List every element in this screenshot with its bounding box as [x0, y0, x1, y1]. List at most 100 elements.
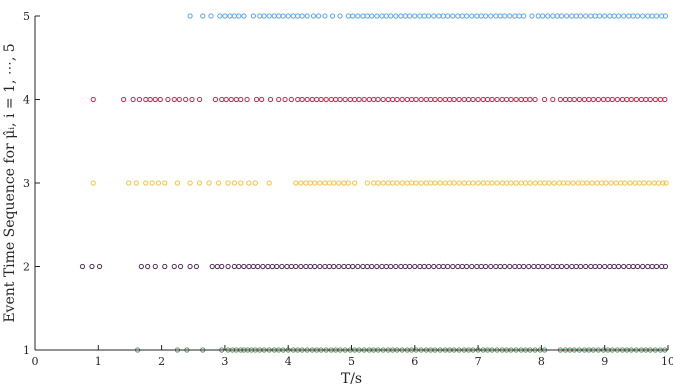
event-point [529, 13, 535, 19]
event-point [293, 263, 299, 270]
x-tick-label: 9 [601, 355, 608, 368]
y-tick-label: 3 [23, 177, 30, 190]
event-point [143, 96, 149, 103]
event-point [488, 13, 494, 19]
event-point [470, 180, 476, 186]
event-point [437, 96, 443, 103]
event-point [611, 13, 617, 19]
event-point [469, 263, 475, 270]
event-point [518, 96, 524, 103]
event-point [369, 13, 375, 19]
event-point [455, 263, 461, 270]
event-point [374, 263, 380, 270]
event-point [526, 263, 532, 270]
event-point [464, 263, 470, 270]
event-point [645, 263, 651, 270]
event-point [423, 180, 429, 186]
event-point [299, 96, 305, 103]
event-point [399, 96, 405, 103]
event-point [440, 13, 446, 19]
event-point [214, 263, 220, 270]
event-point [402, 13, 408, 19]
event-point [567, 96, 573, 103]
event-point [219, 96, 225, 103]
event-point [507, 263, 513, 270]
event-point [233, 96, 239, 103]
event-point [592, 13, 598, 19]
event-point [426, 263, 432, 270]
event-point [208, 13, 214, 19]
event-point [575, 180, 581, 186]
event-point [502, 263, 508, 270]
event-point [614, 96, 620, 103]
event-point [322, 263, 328, 270]
event-point [546, 180, 552, 186]
event-point [174, 180, 181, 186]
event-point [592, 263, 598, 270]
event-point [578, 13, 584, 19]
event-point [96, 263, 103, 270]
event-point [402, 263, 408, 270]
event-point [238, 180, 244, 186]
event-point [535, 13, 541, 19]
event-point [516, 263, 522, 270]
event-point [447, 96, 453, 103]
event-point [605, 96, 611, 103]
event-point [90, 96, 96, 103]
event-point [149, 180, 155, 186]
event-point [380, 180, 386, 186]
event-point [360, 13, 366, 19]
event-point [193, 263, 200, 270]
event-point [619, 96, 626, 103]
event-point [265, 263, 271, 270]
event-point [551, 180, 557, 186]
event-point [590, 96, 596, 103]
event-point [480, 180, 486, 186]
event-point [89, 263, 95, 270]
event-point [445, 263, 451, 270]
event-point [474, 263, 480, 270]
event-point [413, 180, 419, 186]
event-point [171, 96, 177, 103]
event-point [616, 13, 622, 19]
event-point [649, 263, 655, 270]
event-point [209, 263, 215, 270]
x-tick-label: 6 [411, 355, 418, 368]
event-point [562, 96, 569, 103]
event-point [130, 96, 136, 103]
event-point [654, 263, 660, 270]
event-point [136, 96, 143, 103]
event-point [643, 96, 649, 103]
event-point [484, 96, 491, 103]
event-point [356, 96, 362, 103]
event-point [398, 13, 404, 19]
event-point [654, 13, 660, 19]
event-point [375, 96, 381, 103]
event-point [183, 96, 189, 103]
event-point [423, 96, 429, 103]
event-point [307, 180, 313, 186]
event-point [598, 180, 605, 186]
event-point [388, 13, 394, 19]
event-point [390, 180, 396, 186]
event-point [554, 263, 560, 270]
event-point [255, 263, 261, 270]
event-point [489, 96, 495, 103]
event-point [583, 263, 589, 270]
event-point [347, 96, 353, 103]
event-point [508, 180, 514, 186]
event-point [513, 96, 519, 103]
event-point [329, 13, 336, 19]
event-point [261, 13, 267, 19]
event-point [336, 263, 342, 270]
event-point [540, 263, 546, 270]
event-point [225, 263, 231, 270]
event-point [450, 263, 456, 270]
event-point [502, 13, 508, 19]
event-point [556, 180, 562, 186]
event-point [312, 263, 318, 270]
event-point [564, 263, 570, 270]
event-point [532, 96, 538, 103]
event-point [594, 180, 600, 186]
event-point [609, 96, 615, 103]
